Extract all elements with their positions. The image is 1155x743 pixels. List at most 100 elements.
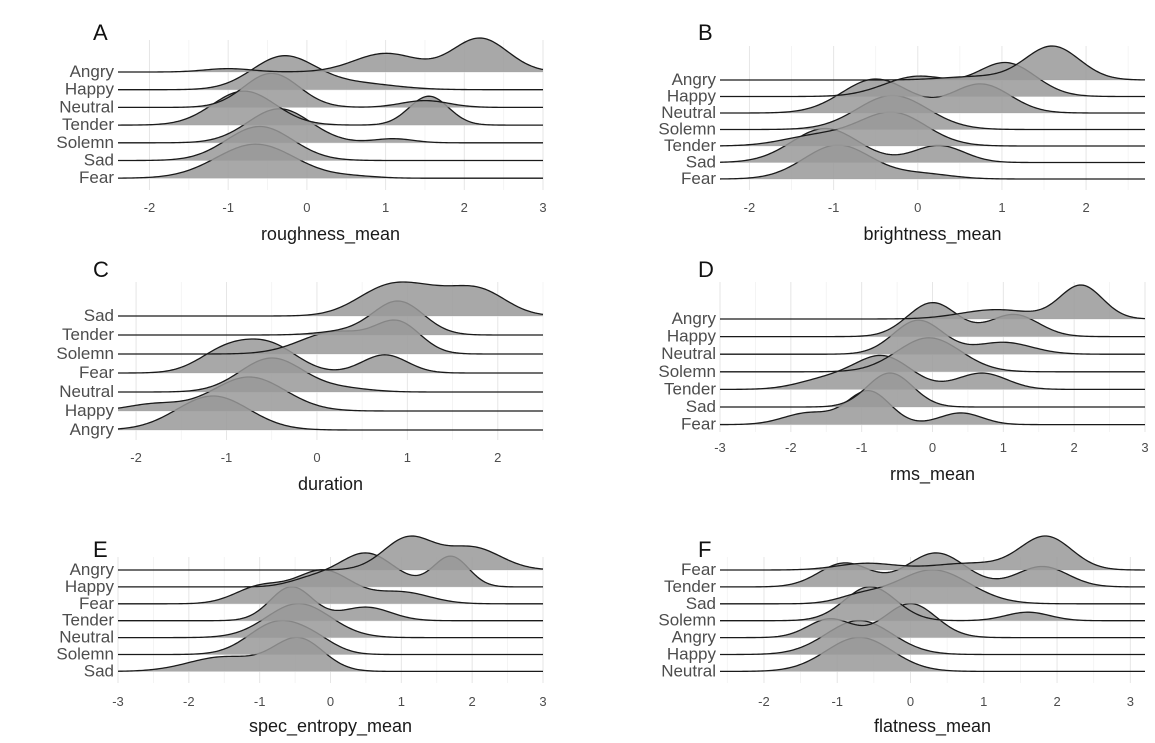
ridge-area	[720, 320, 1145, 355]
ridge-area	[118, 55, 543, 90]
category-label: Sad	[686, 397, 716, 416]
x-tick-label: 3	[539, 694, 546, 709]
panel-letter: F	[698, 537, 711, 562]
ridge-area	[118, 282, 543, 316]
x-tick-label: -2	[758, 694, 770, 709]
category-label: Fear	[681, 415, 716, 434]
ridge-outline	[720, 552, 1145, 588]
category-label: Happy	[65, 577, 115, 596]
ridge-area	[720, 536, 1145, 570]
ridge-angry	[118, 535, 544, 571]
ridge-fear	[719, 389, 1145, 426]
category-label: Happy	[667, 87, 717, 106]
category-label: Happy	[667, 327, 717, 346]
ridge-area	[118, 637, 543, 672]
ridge-happy	[720, 301, 1145, 338]
x-tick-label: 2	[469, 694, 476, 709]
ridge-outline	[720, 78, 1145, 114]
x-axis-title: duration	[298, 474, 363, 494]
ridge-angry	[720, 45, 1146, 81]
x-tick-label: 0	[929, 440, 936, 455]
x-tick-label: 2	[1053, 694, 1060, 709]
ridge-area	[118, 536, 543, 570]
x-tick-label: -2	[130, 450, 142, 465]
ridge-outline	[118, 338, 543, 374]
ridge-neutral	[118, 72, 543, 109]
ridge-area	[720, 112, 1145, 146]
ridge-area	[118, 620, 543, 655]
x-tick-label: -1	[222, 200, 234, 215]
ridge-tender	[118, 90, 543, 126]
x-axis-title: brightness_mean	[863, 224, 1001, 245]
ridge-fear	[117, 143, 543, 179]
ridge-outline	[719, 144, 1145, 180]
ridge-outline	[118, 108, 543, 144]
ridge-outline	[118, 281, 544, 317]
category-label: Neutral	[661, 661, 716, 680]
category-label: Fear	[79, 363, 114, 382]
ridge-outline	[117, 143, 543, 179]
panel-letter: A	[93, 20, 108, 45]
ridge-solemn	[118, 619, 543, 656]
category-label: Happy	[65, 401, 115, 420]
x-tick-label: 0	[907, 694, 914, 709]
ridge-area	[118, 126, 543, 161]
panel-letter: C	[93, 257, 109, 282]
category-label: Sad	[686, 153, 716, 172]
x-tick-label: 1	[398, 694, 405, 709]
category-label: Sad	[84, 661, 114, 680]
x-tick-label: 1	[998, 200, 1005, 215]
ridge-area	[118, 144, 543, 179]
category-label: Tender	[62, 115, 114, 134]
category-label: Neutral	[661, 103, 716, 122]
x-tick-label: -2	[785, 440, 797, 455]
ridge-solemn	[720, 586, 1145, 622]
category-label: Tender	[62, 611, 114, 630]
category-label: Happy	[65, 80, 115, 99]
ridge-fear	[118, 338, 543, 374]
ridge-outline	[720, 284, 1146, 320]
x-tick-label: -1	[828, 200, 840, 215]
category-label: Fear	[681, 560, 716, 579]
ridge-outline	[118, 300, 543, 336]
category-label: Tender	[62, 325, 114, 344]
ridge-tender	[118, 300, 543, 336]
ridge-outline	[118, 357, 543, 393]
category-label: Tender	[664, 577, 716, 596]
x-tick-label: 0	[914, 200, 921, 215]
ridge-outline	[720, 586, 1145, 622]
ridge-area	[118, 586, 543, 621]
ridge-outline	[118, 535, 544, 571]
ridge-neutral	[720, 78, 1145, 114]
category-label: Angry	[672, 309, 717, 328]
ridge-happy	[118, 55, 543, 91]
ridge-area	[720, 46, 1145, 80]
x-tick-label: 3	[1127, 694, 1134, 709]
ridge-outline	[720, 602, 1145, 639]
panel-letter: B	[698, 20, 713, 45]
x-tick-label: -3	[714, 440, 726, 455]
x-tick-label: -2	[744, 200, 756, 215]
x-axis-title: rms_mean	[890, 464, 975, 485]
category-label: Neutral	[59, 628, 114, 647]
ridge-tender	[720, 354, 1145, 391]
ridge-area	[720, 79, 1145, 113]
ridge-outline	[118, 37, 544, 73]
category-label: Solemn	[658, 120, 716, 139]
category-label: Angry	[70, 62, 115, 81]
x-tick-label: -3	[112, 694, 124, 709]
ridge-area	[118, 377, 543, 411]
ridge-outline	[118, 55, 543, 91]
category-label: Solemn	[658, 611, 716, 630]
category-label: Happy	[667, 645, 717, 664]
ridge-outline	[118, 125, 543, 162]
x-tick-label: -2	[144, 200, 156, 215]
ridge-outline	[118, 619, 543, 656]
ridge-area	[118, 358, 543, 392]
category-label: Sad	[84, 151, 114, 170]
ridge-outline	[719, 389, 1145, 426]
